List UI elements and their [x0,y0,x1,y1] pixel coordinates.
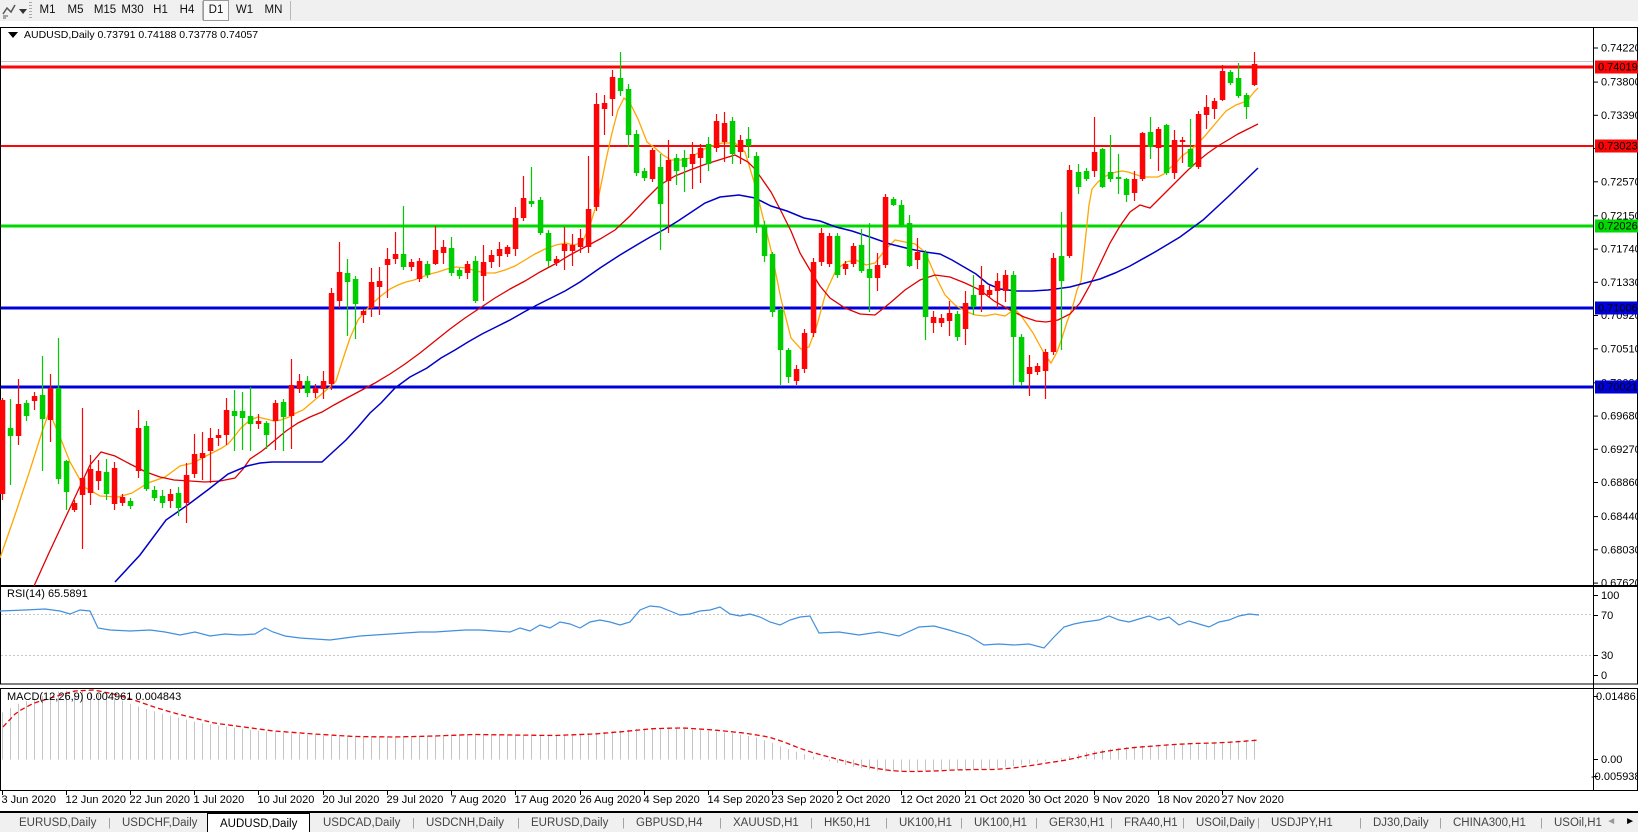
svg-text:0.00: 0.00 [1601,754,1622,766]
svg-text:1 Jul 2020: 1 Jul 2020 [194,794,245,806]
svg-text:70: 70 [1601,610,1613,622]
svg-text:14 Sep 2020: 14 Sep 2020 [708,794,770,806]
svg-text:0.73800: 0.73800 [1601,77,1638,89]
svg-text:23 Sep 2020: 23 Sep 2020 [772,794,834,806]
svg-text:3 Jun 2020: 3 Jun 2020 [2,794,56,806]
svg-text:7 Aug 2020: 7 Aug 2020 [451,794,507,806]
svg-text:0.71740: 0.71740 [1601,244,1638,256]
svg-text:18 Nov 2020: 18 Nov 2020 [1158,794,1220,806]
svg-text:0.67620: 0.67620 [1601,578,1638,590]
svg-text:0: 0 [1601,670,1607,682]
svg-text:0.73023: 0.73023 [1598,141,1638,153]
svg-text:29 Jul 2020: 29 Jul 2020 [387,794,444,806]
svg-text:0.69680: 0.69680 [1601,411,1638,423]
svg-text:2 Oct 2020: 2 Oct 2020 [837,794,891,806]
svg-text:-0.005938: -0.005938 [1591,771,1638,783]
svg-text:17 Aug 2020: 17 Aug 2020 [515,794,577,806]
svg-text:0.014861: 0.014861 [1596,691,1638,703]
svg-text:12 Oct 2020: 12 Oct 2020 [901,794,961,806]
svg-text:21 Oct 2020: 21 Oct 2020 [965,794,1025,806]
svg-text:0.74019: 0.74019 [1598,62,1638,74]
svg-text:100: 100 [1601,590,1619,602]
svg-text:0.68860: 0.68860 [1601,477,1638,489]
svg-text:0.69270: 0.69270 [1601,444,1638,456]
svg-text:0.72570: 0.72570 [1601,176,1638,188]
svg-text:30 Oct 2020: 30 Oct 2020 [1029,794,1089,806]
svg-text:0.70510: 0.70510 [1601,343,1638,355]
svg-text:RSI(14) 65.5891: RSI(14) 65.5891 [7,588,88,600]
svg-text:0.71006: 0.71006 [1598,303,1638,315]
svg-text:0.72026: 0.72026 [1598,221,1638,233]
svg-text:MACD(12,26,9) 0.004961 0.00484: MACD(12,26,9) 0.004961 0.004843 [7,691,181,703]
svg-text:0.68440: 0.68440 [1601,511,1638,523]
svg-text:26 Aug 2020: 26 Aug 2020 [580,794,642,806]
svg-text:9 Nov 2020: 9 Nov 2020 [1094,794,1150,806]
svg-text:0.71330: 0.71330 [1601,277,1638,289]
svg-text:4 Sep 2020: 4 Sep 2020 [644,794,700,806]
svg-text:30: 30 [1601,650,1613,662]
svg-text:AUDUSD,Daily 0.73791 0.74188: AUDUSD,Daily 0.73791 0.74188 0.73778 0.7… [24,29,258,41]
svg-text:0.74220: 0.74220 [1601,43,1638,55]
svg-text:12 Jun 2020: 12 Jun 2020 [66,794,127,806]
svg-text:0.68030: 0.68030 [1601,544,1638,556]
svg-text:0.72150: 0.72150 [1601,210,1638,222]
svg-text:0.73390: 0.73390 [1601,110,1638,122]
svg-text:27 Nov 2020: 27 Nov 2020 [1222,794,1284,806]
svg-text:0.70021: 0.70021 [1598,382,1638,394]
svg-text:20 Jul 2020: 20 Jul 2020 [323,794,380,806]
svg-text:22 Jun 2020: 22 Jun 2020 [130,794,191,806]
svg-text:10 Jul 2020: 10 Jul 2020 [258,794,315,806]
